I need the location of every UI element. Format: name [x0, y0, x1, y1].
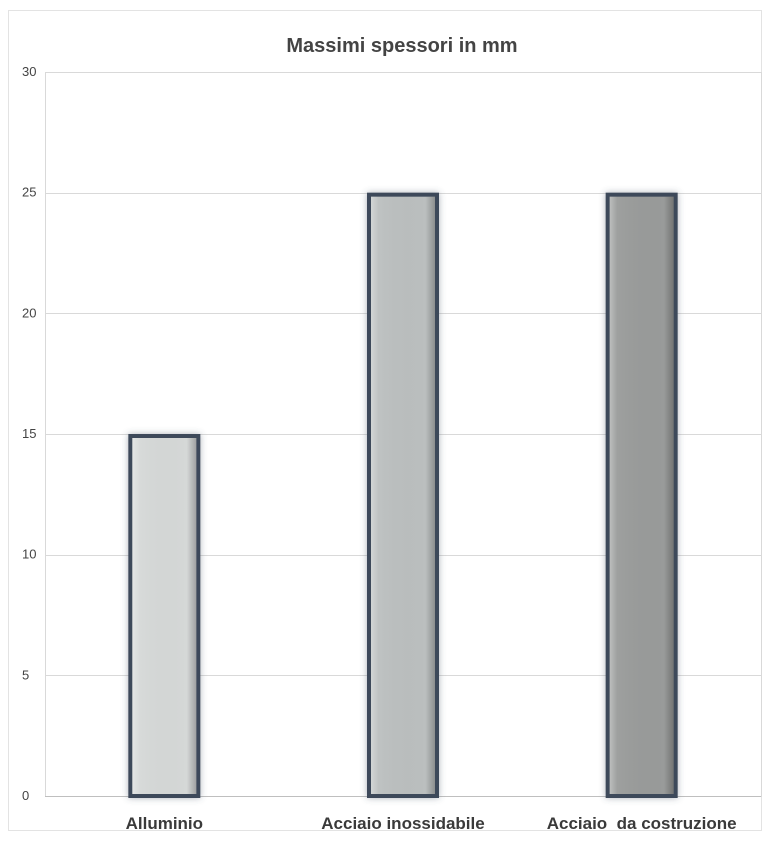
y-tick-label: 20 [22, 305, 36, 320]
x-category-label: Acciaio da costruzione [547, 814, 737, 833]
bar-bevel [132, 438, 197, 794]
y-axis-tick-labels: 0 5 10 15 20 25 30 [22, 64, 36, 803]
x-axis-category-labels: Alluminio Acciaio inossidabile Acciaio da … [126, 814, 737, 833]
y-tick-label: 5 [22, 667, 29, 682]
y-tick-label: 10 [22, 547, 36, 562]
bar [128, 434, 201, 798]
y-tick-label: 30 [22, 64, 36, 79]
bar [367, 192, 439, 798]
bars [128, 192, 678, 798]
y-tick-label: 15 [22, 426, 36, 441]
bar-bevel [609, 196, 674, 794]
y-tick-label: 25 [22, 185, 36, 200]
y-tick-label: 0 [22, 788, 29, 803]
x-category-label: Acciaio inossidabile [321, 814, 484, 833]
bar-bevel [371, 196, 435, 794]
bar [605, 192, 678, 798]
chart-title: Massimi spessori in mm [286, 35, 517, 57]
x-category-label: Alluminio [126, 814, 203, 833]
